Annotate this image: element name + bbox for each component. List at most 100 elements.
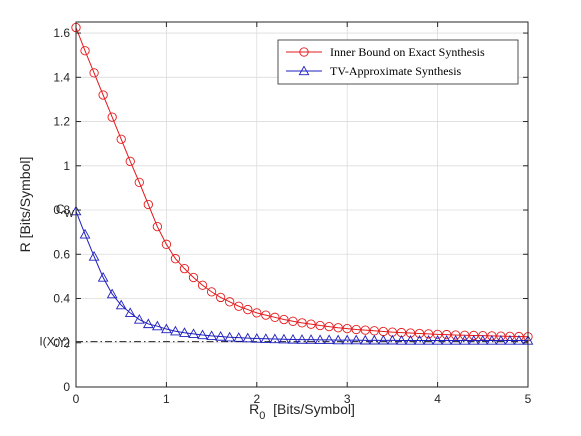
data-point (495, 335, 507, 345)
data-point (234, 301, 244, 311)
x-tick-label: 0 (73, 392, 80, 406)
cw-annotation-main: C (56, 202, 65, 216)
legend-items: Inner Bound on Exact Synthesis TV-Approxi… (286, 45, 485, 78)
cw-annotation-subscript: W (65, 209, 75, 220)
data-point (441, 329, 452, 340)
data-point (423, 335, 434, 345)
y-tick-label: 1.2 (53, 115, 70, 129)
legend-marker (298, 65, 310, 76)
y-tick-label: 0.8 (53, 203, 70, 217)
data-point (279, 314, 289, 325)
data-point (125, 156, 135, 167)
data-point (107, 112, 117, 122)
data-point (243, 304, 253, 315)
data-point (206, 330, 217, 341)
data-point (333, 323, 343, 333)
data-point (451, 330, 461, 340)
data-point (387, 334, 398, 345)
data-point (206, 287, 217, 297)
data-point (215, 292, 226, 303)
legend-marker (299, 47, 309, 57)
data-point (116, 134, 126, 144)
y-axis-label: R [Bits/Symbol] (17, 157, 33, 253)
data-point (459, 335, 471, 345)
x-tick-label: 3 (344, 392, 351, 406)
y-tick-label: 0.6 (53, 247, 70, 261)
x-axis-label-main: R (249, 401, 259, 417)
data-point (359, 334, 371, 345)
data-point (269, 333, 281, 344)
data-point (513, 335, 525, 345)
x-axis-label-unit: [Bits/Symbol] (265, 401, 354, 417)
data-point (88, 250, 100, 261)
y-tick-label: 0 (63, 380, 70, 394)
series-layer (70, 22, 534, 345)
series-2 (70, 205, 534, 345)
data-point (332, 334, 344, 345)
data-point (89, 68, 99, 78)
data-point (405, 335, 416, 345)
data-point (297, 318, 307, 328)
data-point (152, 221, 163, 232)
data-point (414, 335, 425, 345)
data-point (341, 334, 353, 345)
legend-label: Inner Bound on Exact Synthesis (330, 45, 485, 59)
data-point (170, 254, 181, 264)
data-point (225, 297, 235, 307)
data-point (477, 335, 489, 345)
data-point (170, 325, 181, 336)
data-point (342, 323, 352, 334)
data-point (98, 90, 108, 100)
data-point (478, 331, 488, 341)
data-point (460, 330, 470, 340)
data-point (124, 307, 136, 318)
y-tick-label: 1 (63, 159, 70, 173)
x-tick-label: 4 (434, 392, 441, 406)
x-axis-label: R0 [Bits/Symbol] (249, 401, 355, 422)
legend-label: TV-Approximate Synthesis (330, 64, 462, 78)
legend: Inner Bound on Exact Synthesis TV-Approxi… (277, 39, 519, 85)
data-point (296, 334, 308, 344)
series-1 (71, 22, 533, 342)
data-point (278, 333, 290, 344)
y-tick-label: 1.4 (53, 70, 70, 84)
data-point (396, 335, 407, 345)
x-tick-label: 5 (525, 392, 532, 406)
data-point (79, 228, 91, 239)
data-point (486, 335, 498, 345)
data-point (106, 288, 118, 299)
data-point (350, 334, 362, 345)
data-point (188, 328, 199, 339)
y-tick-label: 0.2 (53, 336, 70, 350)
data-point (405, 328, 416, 338)
data-point (315, 320, 325, 331)
data-point (142, 318, 154, 329)
data-point (261, 310, 271, 320)
data-point (161, 323, 172, 334)
data-point (80, 46, 90, 56)
x-tick-label: 2 (253, 392, 260, 406)
ticks: 0 1 2 3 4 5 0 0.2 0.4 0.6 0.8 1 1.2 1.4 1.6 (53, 22, 532, 406)
x-tick-label: 1 (163, 392, 170, 406)
data-point (179, 327, 190, 337)
data-point (161, 239, 172, 249)
data-point (314, 334, 326, 345)
data-point (441, 335, 453, 345)
data-point (468, 335, 480, 345)
x-axis-label-subscript: 0 (259, 410, 265, 422)
data-point (305, 334, 317, 344)
data-point (377, 334, 389, 345)
data-point (233, 332, 245, 342)
legend-entry: Inner Bound on Exact Synthesis (286, 45, 485, 59)
data-point (323, 334, 335, 345)
data-point (242, 332, 254, 343)
y-tick-label: 1.6 (53, 26, 70, 40)
data-point (469, 330, 479, 341)
data-point (414, 328, 425, 339)
data-point (450, 335, 462, 345)
y-tick-label: 0.4 (53, 292, 70, 306)
data-point (288, 316, 298, 326)
data-point (287, 333, 299, 344)
data-point (504, 335, 516, 345)
